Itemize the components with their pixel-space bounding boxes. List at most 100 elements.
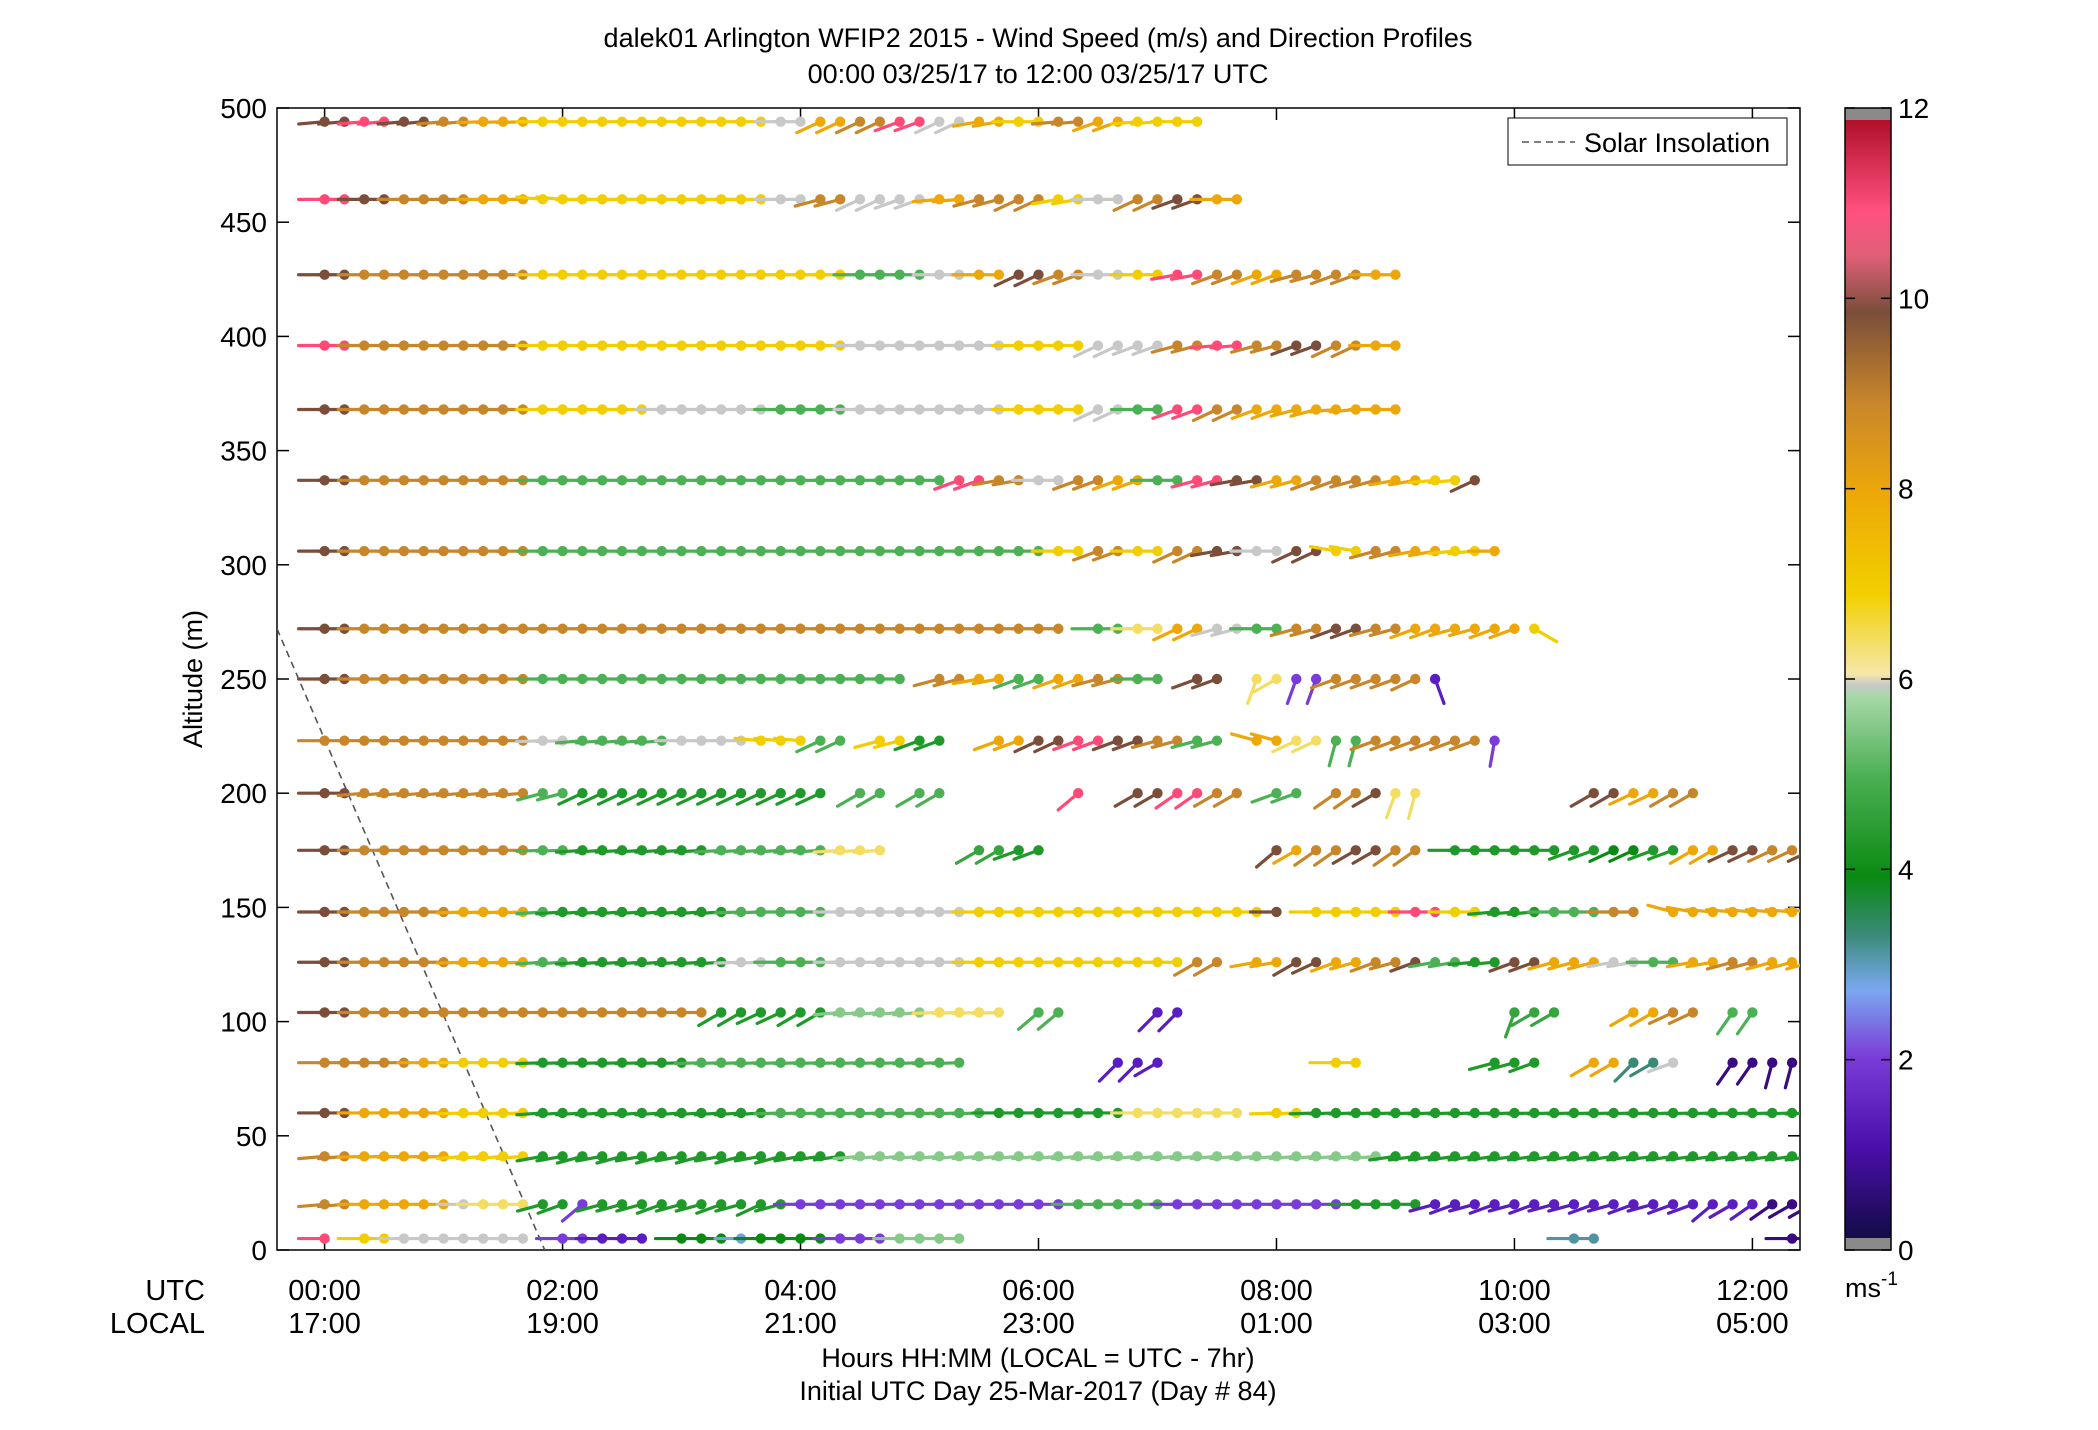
x-tick-label-utc: 12:00 bbox=[1716, 1275, 1789, 1307]
wind-barb-dot bbox=[1251, 475, 1262, 486]
wind-barb-dot bbox=[1172, 475, 1183, 486]
x-tick-label-local: 05:00 bbox=[1716, 1308, 1789, 1340]
wind-barb-dot bbox=[1132, 340, 1143, 351]
wind-barb-dot bbox=[1092, 475, 1104, 486]
wind-barb-dot bbox=[1926, 1233, 1936, 1243]
wind-barb-dot bbox=[1231, 1107, 1243, 1119]
wind-barb-dot bbox=[834, 116, 846, 127]
wind-barb-dot bbox=[1906, 1199, 1916, 1209]
wind-barb-dot bbox=[1271, 269, 1282, 280]
wind-barb-dot bbox=[716, 788, 727, 799]
wind-barb-dot bbox=[1211, 404, 1223, 415]
wind-barb-dot bbox=[1251, 404, 1262, 415]
wind-barb-dot bbox=[795, 1007, 806, 1018]
wind-barb-dot bbox=[1807, 1151, 1817, 1161]
wind-barb-dot bbox=[1271, 545, 1282, 557]
colorbar-unit: ms-1 bbox=[1845, 1269, 1898, 1303]
wind-barb-dot bbox=[1786, 1199, 1798, 1210]
wind-barb-dot bbox=[1152, 673, 1163, 685]
wind-barb-dot bbox=[1291, 673, 1302, 685]
wind-barb-dot bbox=[1271, 735, 1282, 746]
wind-barb-dot bbox=[1310, 475, 1322, 486]
wind-barb-dot bbox=[1191, 623, 1203, 634]
wind-barb-dot bbox=[1172, 404, 1183, 415]
wind-barb-dot bbox=[636, 788, 648, 799]
wind-barb-dot bbox=[1509, 623, 1520, 634]
wind-barb-dot bbox=[1827, 1108, 1837, 1118]
wind-barb-dot bbox=[1628, 1057, 1639, 1068]
wind-barb-dot bbox=[1013, 845, 1024, 856]
wind-barb-dot bbox=[1370, 735, 1381, 746]
colorbar-cap-top bbox=[1845, 108, 1891, 120]
wind-barb-dot bbox=[1310, 673, 1322, 685]
wind-barb-dot bbox=[1172, 340, 1183, 351]
y-tick-label: 150 bbox=[220, 892, 267, 923]
wind-barb-dot bbox=[676, 1151, 687, 1162]
wind-barb-dot bbox=[1648, 1199, 1659, 1210]
x-tick-label-local: 19:00 bbox=[526, 1308, 599, 1340]
y-tick-label: 450 bbox=[220, 207, 267, 238]
wind-barb-dot bbox=[597, 1151, 608, 1162]
colorbar-tick-label: 10 bbox=[1898, 283, 1929, 314]
wind-barb-dot bbox=[1410, 1199, 1421, 1210]
wind-barb-dot bbox=[1529, 1057, 1540, 1068]
wind-barb-dot bbox=[1271, 788, 1282, 799]
wind-barb-dot bbox=[1092, 404, 1104, 415]
wind-barb-dot bbox=[1350, 673, 1361, 685]
wind-barb-dot bbox=[874, 845, 886, 856]
x-tick-label-utc: 10:00 bbox=[1478, 1275, 1551, 1307]
wind-barb-dot bbox=[1191, 735, 1203, 746]
wind-barb-dot bbox=[1291, 340, 1302, 351]
x-tick-label-utc: 04:00 bbox=[764, 1275, 837, 1307]
wind-barb-dot bbox=[894, 735, 905, 746]
wind-barb-dot bbox=[993, 845, 1005, 856]
chart-title: dalek01 Arlington WFIP2 2015 - Wind Spee… bbox=[604, 23, 1473, 53]
colorbar: 0 2 4 6 8 10 12 ms-1 bbox=[1844, 93, 1929, 1303]
y-tick-label: 50 bbox=[236, 1121, 267, 1152]
wind-barb-dot bbox=[1092, 545, 1104, 557]
wind-barb-shaft bbox=[1787, 1209, 1800, 1219]
wind-barb-dot bbox=[557, 1199, 568, 1210]
wind-barb-dot bbox=[1707, 1199, 1718, 1210]
wind-barb-dot bbox=[1747, 1199, 1758, 1210]
wind-barb-dot bbox=[1667, 788, 1679, 799]
y-axis: 0 50 100 150 200 250 300 350 400 450 500 bbox=[220, 93, 1800, 1266]
wind-barb-dot bbox=[1310, 623, 1322, 634]
wind-barb-dot bbox=[1469, 735, 1480, 746]
wind-barb-dot bbox=[1112, 340, 1124, 351]
wind-barb-dot bbox=[1092, 735, 1104, 746]
wind-barb-dot bbox=[1489, 1057, 1500, 1068]
wind-barb-dot bbox=[1429, 673, 1441, 685]
wind-barb-dot bbox=[1410, 788, 1421, 799]
wind-barb-dot bbox=[1608, 845, 1619, 856]
x-axis-label-day: Initial UTC Day 25-Mar-2017 (Day # 84) bbox=[799, 1376, 1276, 1406]
wind-barb-dot bbox=[1390, 340, 1401, 351]
wind-barb-shaft bbox=[1891, 1156, 1911, 1173]
wind-barb-dot bbox=[755, 788, 767, 799]
wind-barb-dot bbox=[1310, 845, 1322, 856]
wind-barb-dot bbox=[1271, 845, 1282, 856]
colorbar-cap-bottom bbox=[1845, 1238, 1891, 1250]
wind-barb-dot bbox=[1350, 788, 1361, 799]
wind-barb-dot bbox=[1410, 623, 1421, 634]
wind-barb-dot bbox=[1251, 735, 1262, 746]
wind-barb-dot bbox=[1390, 735, 1401, 746]
wind-barb-dot bbox=[1211, 788, 1223, 799]
wind-barb-dot bbox=[1410, 673, 1421, 685]
wind-barb-dot bbox=[1648, 1007, 1659, 1018]
wind-barb-dot bbox=[1568, 845, 1580, 856]
wind-barb-shaft bbox=[1931, 1204, 1951, 1221]
wind-barb-dot bbox=[1390, 957, 1401, 968]
wind-barb-dot bbox=[795, 116, 806, 127]
wind-barb-dot bbox=[1211, 735, 1223, 746]
wind-barb-dot bbox=[1152, 1007, 1163, 1018]
wind-barb-dot bbox=[854, 194, 866, 205]
wind-barb-dot bbox=[1727, 845, 1738, 856]
wind-barb-dot bbox=[1172, 1007, 1183, 1018]
wind-barb-dot bbox=[1072, 735, 1084, 746]
wind-barb-shaft bbox=[1786, 854, 1800, 863]
wind-barb-dot bbox=[815, 788, 826, 799]
wind-barb-dot bbox=[735, 1007, 747, 1018]
wind-barb-dot bbox=[1548, 957, 1560, 968]
wind-barb-dot bbox=[1211, 957, 1223, 968]
